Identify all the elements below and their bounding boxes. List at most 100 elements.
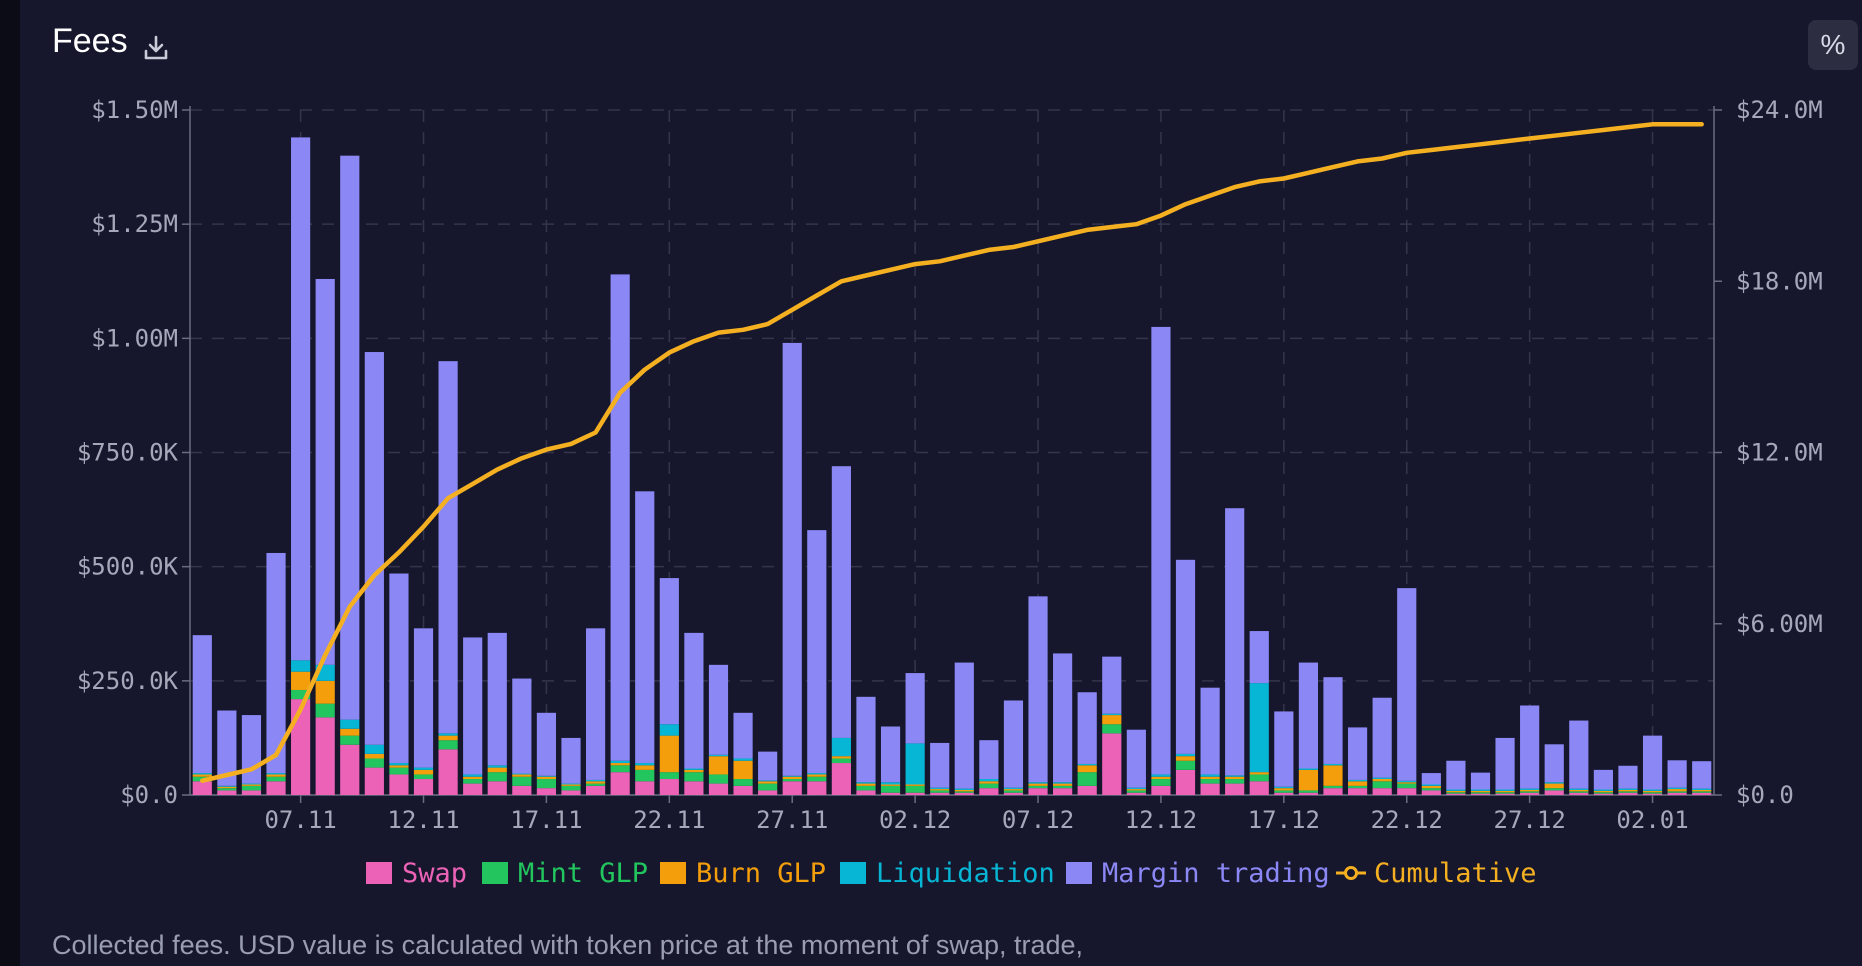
bar-swap[interactable] [1126,792,1146,795]
bar-burn-glp[interactable] [905,784,925,786]
bar-margin-trading[interactable] [1028,596,1048,783]
bar-swap[interactable] [954,792,974,795]
bar-liquidation[interactable] [659,724,679,736]
bar-mint-glp[interactable] [807,776,827,782]
bar-swap[interactable] [438,749,458,795]
bar-swap[interactable] [782,781,802,795]
bar-mint-glp[interactable] [512,776,532,786]
bar-margin-trading[interactable] [1175,559,1196,754]
bar-liquidation[interactable] [536,775,557,777]
bar-burn-glp[interactable] [1421,785,1441,789]
bar-swap[interactable] [1003,792,1024,795]
bar-liquidation[interactable] [217,785,237,787]
bar-margin-trading[interactable] [1200,687,1220,775]
bar-mint-glp[interactable] [536,779,557,789]
bar-swap[interactable] [1028,788,1048,795]
bar-margin-trading[interactable] [782,342,802,776]
legend-label[interactable]: Cumulative [1374,858,1537,889]
bar-liquidation[interactable] [1175,753,1196,757]
bar-liquidation[interactable] [438,733,458,736]
bar-swap[interactable] [905,792,925,795]
bar-mint-glp[interactable] [831,758,851,764]
bar-burn-glp[interactable] [979,781,999,784]
legend-swatch-swap[interactable] [366,862,392,884]
bar-margin-trading[interactable] [1151,326,1171,775]
bar-swap[interactable] [1151,785,1171,795]
bar-burn-glp[interactable] [315,680,335,704]
bar-margin-trading[interactable] [1003,700,1024,788]
bar-swap[interactable] [1569,792,1589,795]
bar-burn-glp[interactable] [1470,790,1491,793]
bar-burn-glp[interactable] [684,769,704,773]
bar-margin-trading[interactable] [192,635,212,774]
bar-mint-glp[interactable] [487,772,507,782]
bar-margin-trading[interactable] [1347,727,1368,780]
bar-burn-glp[interactable] [635,765,655,770]
bar-margin-trading[interactable] [979,740,999,780]
bar-burn-glp[interactable] [930,789,950,791]
bar-burn-glp[interactable] [831,756,851,759]
bar-swap[interactable] [1200,783,1220,795]
bar-mint-glp[interactable] [266,776,286,782]
bar-mint-glp[interactable] [930,790,950,793]
bar-mint-glp[interactable] [463,779,483,784]
bar-liquidation[interactable] [487,765,507,768]
bar-margin-trading[interactable] [1323,677,1343,764]
legend-swatch-liquidation[interactable] [840,862,866,884]
bar-liquidation[interactable] [340,719,360,729]
bar-swap[interactable] [1544,790,1564,795]
bar-burn-glp[interactable] [1077,765,1097,773]
bar-mint-glp[interactable] [315,703,335,718]
bar-swap[interactable] [1249,781,1269,795]
legend-label[interactable]: Margin trading [1102,858,1330,889]
bar-liquidation[interactable] [905,743,925,785]
bar-liquidation[interactable] [1593,789,1613,791]
bar-margin-trading[interactable] [463,637,483,775]
bar-margin-trading[interactable] [1077,692,1097,764]
bar-burn-glp[interactable] [1003,789,1024,791]
bar-burn-glp[interactable] [512,774,532,777]
bar-swap[interactable] [1642,793,1663,795]
bar-swap[interactable] [758,790,778,795]
bar-margin-trading[interactable] [831,466,851,738]
bar-mint-glp[interactable] [758,783,778,791]
bar-mint-glp[interactable] [1593,792,1613,794]
bar-mint-glp[interactable] [364,758,384,768]
bar-mint-glp[interactable] [1126,790,1146,793]
bar-liquidation[interactable] [1200,774,1220,777]
bar-swap[interactable] [364,767,384,795]
bar-mint-glp[interactable] [1151,779,1171,786]
bar-swap[interactable] [217,790,237,795]
bar-mint-glp[interactable] [659,772,679,780]
bar-burn-glp[interactable] [585,781,606,784]
legend-swatch-mint-glp[interactable] [482,862,508,884]
bar-liquidation[interactable] [1028,782,1048,784]
bar-margin-trading[interactable] [1667,760,1687,788]
bar-mint-glp[interactable] [1470,792,1491,794]
bar-burn-glp[interactable] [1593,790,1613,793]
bar-margin-trading[interactable] [733,712,753,759]
bar-swap[interactable] [856,790,876,795]
bar-margin-trading[interactable] [1274,711,1294,787]
bar-margin-trading[interactable] [1642,735,1663,790]
bar-mint-glp[interactable] [1397,783,1417,789]
bar-liquidation[interactable] [1470,789,1491,791]
bar-swap[interactable] [585,785,606,795]
bar-swap[interactable] [1593,793,1613,795]
legend-label[interactable]: Liquidation [876,858,1055,889]
bar-liquidation[interactable] [512,773,532,775]
bar-mint-glp[interactable] [1102,724,1122,734]
bar-burn-glp[interactable] [1569,789,1589,792]
bar-swap[interactable] [979,788,999,795]
bar-liquidation[interactable] [856,782,876,784]
bar-margin-trading[interactable] [954,662,974,789]
bar-swap[interactable] [1446,793,1466,795]
bar-swap[interactable] [1372,788,1392,795]
bar-margin-trading[interactable] [487,632,507,766]
bar-mint-glp[interactable] [1225,779,1245,784]
bar-swap[interactable] [413,779,434,795]
bar-swap[interactable] [831,763,851,795]
bar-burn-glp[interactable] [954,789,974,792]
bar-liquidation[interactable] [930,787,950,790]
bar-mint-glp[interactable] [1520,791,1540,793]
